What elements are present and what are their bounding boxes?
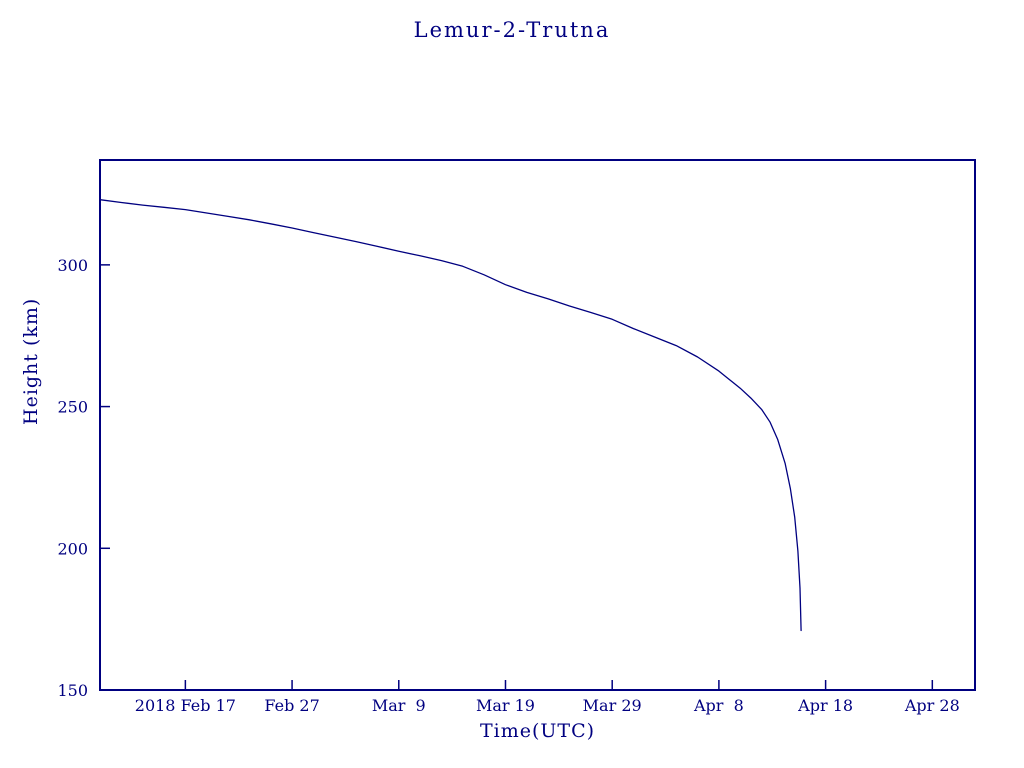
height-curve bbox=[99, 199, 802, 632]
x-tick-label: Mar 19 bbox=[476, 696, 535, 715]
y-tick-label: 200 bbox=[57, 539, 88, 558]
x-tick-label: Apr 28 bbox=[904, 696, 960, 715]
x-tick-label: Feb 27 bbox=[264, 696, 319, 715]
x-tick-label: Mar 29 bbox=[583, 696, 642, 715]
plot-frame bbox=[99, 159, 976, 691]
x-tick-label: 2018 Feb 17 bbox=[135, 696, 236, 715]
x-tick-label: Mar 9 bbox=[372, 696, 426, 715]
x-axis-label: Time(UTC) bbox=[479, 720, 596, 742]
y-tick-label: 250 bbox=[57, 398, 88, 417]
x-tick-label: Apr 18 bbox=[797, 696, 853, 715]
y-tick-label: 150 bbox=[57, 681, 88, 700]
y-tick-label: 300 bbox=[57, 256, 88, 275]
x-tick-label: Apr 8 bbox=[693, 696, 744, 715]
chart-title: Lemur-2-Trutna bbox=[413, 18, 611, 42]
